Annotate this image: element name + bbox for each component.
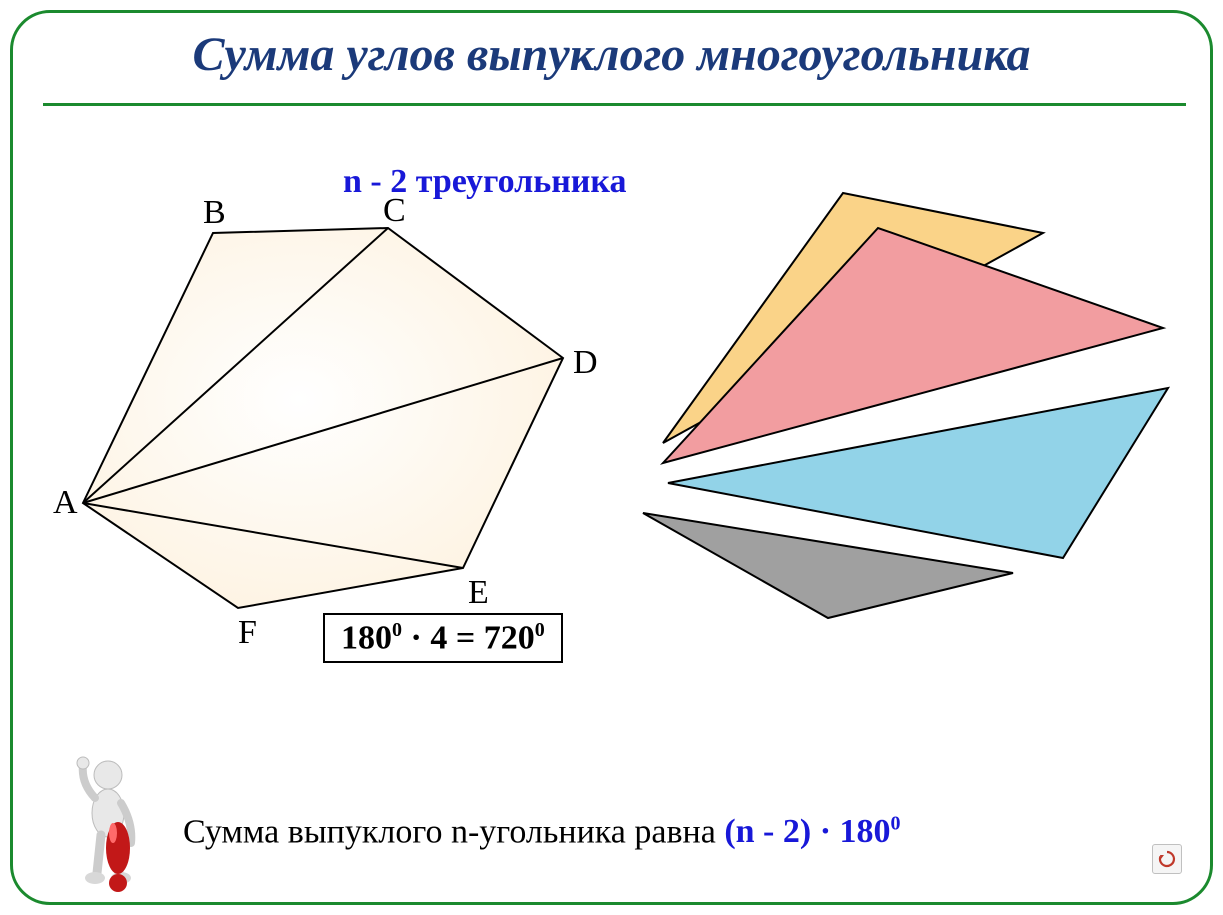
- svg-text:B: B: [203, 194, 226, 231]
- formula-mult: · 4 = 720: [402, 619, 535, 656]
- formula-sup1: 0: [392, 619, 402, 641]
- svg-text:D: D: [573, 344, 598, 381]
- mascot-icon: [63, 753, 153, 893]
- theorem-prefix: Сумма выпуклого n-угольника равна: [183, 813, 724, 850]
- slide-frame: Сумма углов выпуклого многоугольника n -…: [10, 10, 1213, 905]
- slide-title: Сумма углов выпуклого многоугольника: [13, 27, 1210, 82]
- svg-text:A: A: [53, 484, 78, 521]
- formula-base: 180: [341, 619, 392, 656]
- svg-text:E: E: [468, 574, 489, 611]
- title-underline: [43, 103, 1186, 106]
- hexagon-shape: [83, 228, 563, 608]
- refresh-icon[interactable]: [1152, 844, 1182, 874]
- diagram-stage: A B C D E F: [43, 173, 1186, 693]
- svg-text:F: F: [238, 614, 257, 651]
- theorem-text: Сумма выпуклого n-угольника равна (n - 2…: [183, 813, 901, 851]
- svg-text:C: C: [383, 192, 406, 229]
- formula-box: 1800 · 4 = 7200: [323, 613, 563, 663]
- theorem-formula: (n - 2) · 1800: [724, 813, 900, 850]
- formula-sup2: 0: [535, 619, 545, 641]
- exploded-triangles: [643, 193, 1168, 618]
